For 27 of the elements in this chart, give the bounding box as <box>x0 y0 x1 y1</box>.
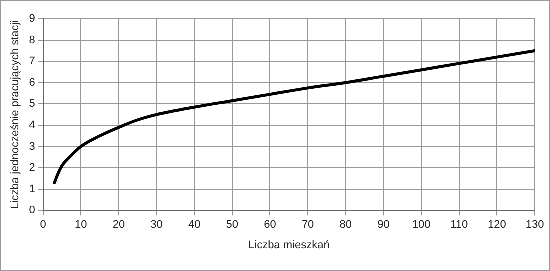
x-tick-label: 120 <box>488 219 506 232</box>
x-tick-label: 0 <box>40 219 46 232</box>
y-tick-label: 4 <box>29 119 36 132</box>
y-tick-label: 2 <box>29 162 36 174</box>
x-axis-title: Liczba mieszkań <box>248 239 330 252</box>
y-axis-title: Liczba jednocześnie pracujących stacji <box>10 20 22 210</box>
x-tick-label: 50 <box>226 219 239 232</box>
x-tick-label: 10 <box>75 219 88 232</box>
x-tick-label: 90 <box>378 219 390 232</box>
y-tick-label: 8 <box>29 34 36 46</box>
y-tick-label: 6 <box>29 76 36 89</box>
x-tick-label: 130 <box>526 219 544 232</box>
y-tick-label: 9 <box>29 13 36 26</box>
y-tick-label: 3 <box>29 140 36 153</box>
y-tick-label: 1 <box>29 183 36 196</box>
x-tick-label: 30 <box>150 219 163 232</box>
x-tick-label: 80 <box>340 219 352 232</box>
x-tick-label: 100 <box>412 219 431 232</box>
y-tick-label: 5 <box>29 98 36 110</box>
x-tick-label: 110 <box>450 219 468 232</box>
x-tick-label: 20 <box>112 219 126 232</box>
y-tick-label: 7 <box>29 56 36 68</box>
x-tick-label: 60 <box>264 219 276 232</box>
x-tick-label: 70 <box>302 219 314 232</box>
y-tick-label: 0 <box>29 204 36 217</box>
x-tick-label: 40 <box>188 219 201 232</box>
line-series <box>53 49 535 184</box>
